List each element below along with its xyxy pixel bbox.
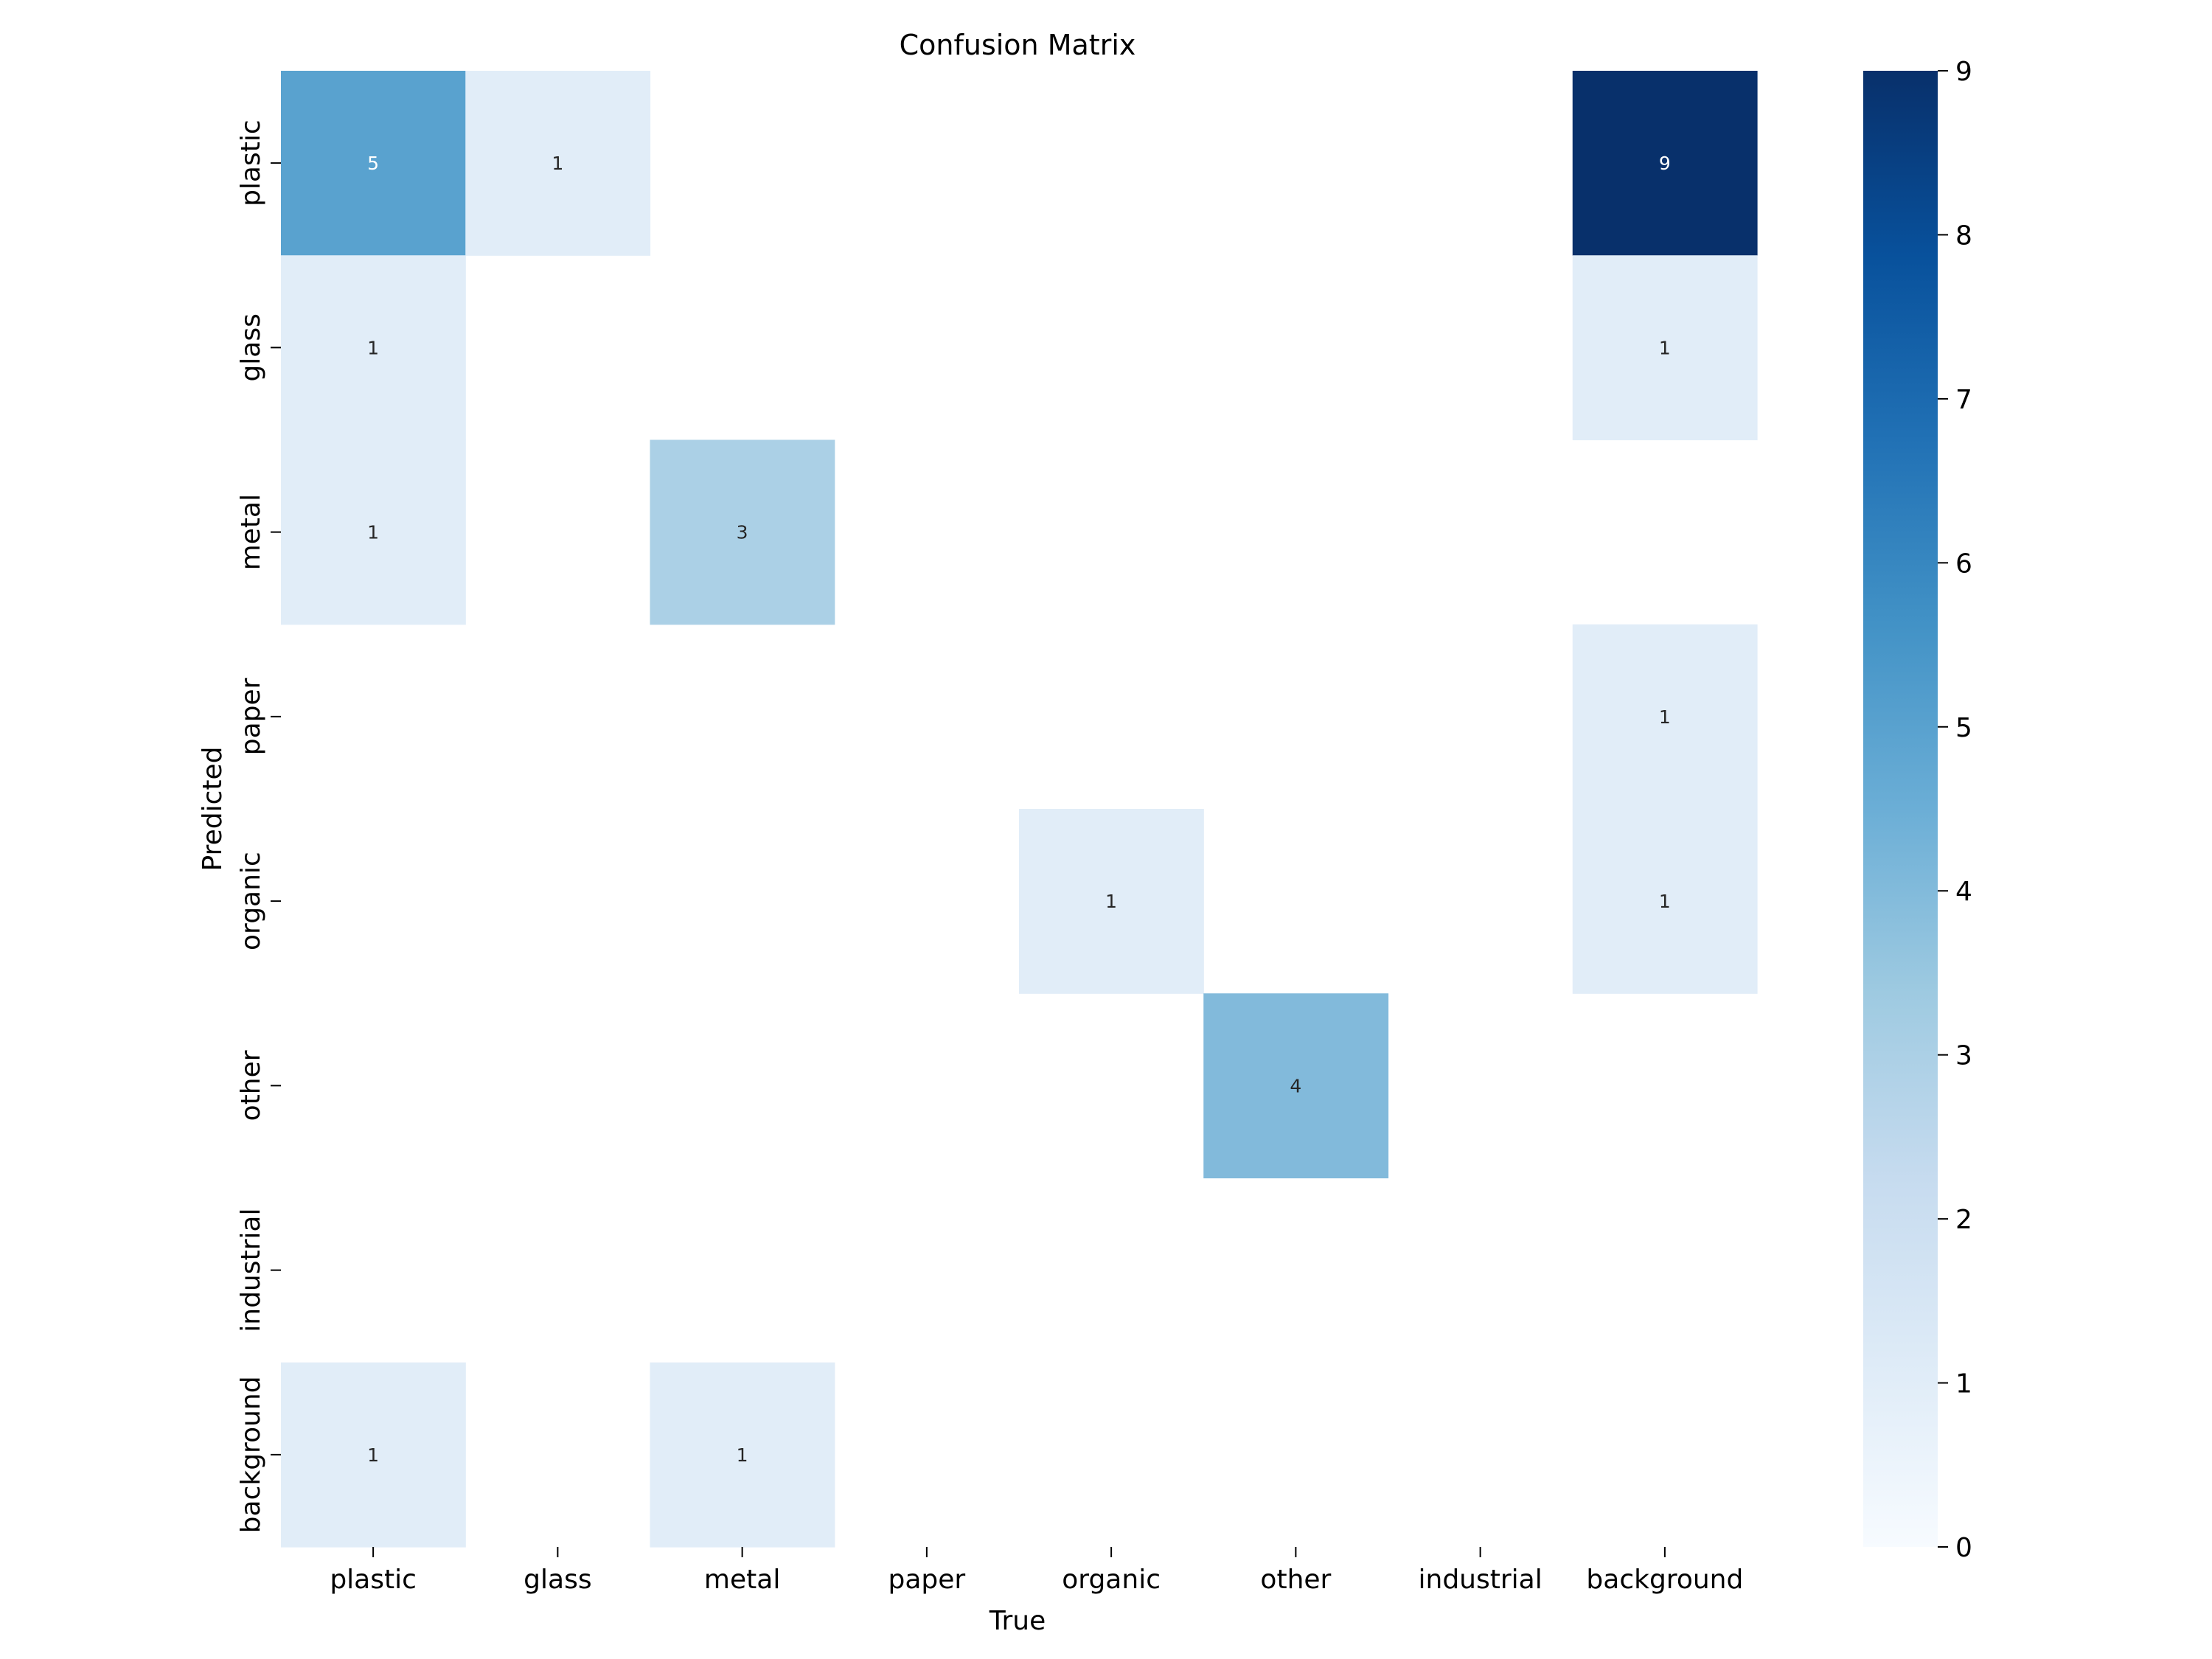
- y-tick-label: organic: [236, 852, 266, 950]
- colorbar-tick-label: 6: [1955, 549, 1972, 579]
- x-axis-label: True: [989, 1606, 1046, 1636]
- x-tick-label: industrial: [1419, 1565, 1543, 1595]
- cell-value-label: 1: [367, 522, 379, 543]
- heatmap-cells: [281, 71, 1758, 1548]
- colorbar-tick-label: 3: [1955, 1041, 1972, 1071]
- y-tick-label: glass: [236, 313, 266, 381]
- heatmap-cell: [1019, 809, 1204, 994]
- y-tick-label: background: [236, 1376, 266, 1533]
- heatmap-cell: [1572, 809, 1758, 994]
- cell-value-label: 1: [367, 337, 379, 358]
- heatmap-cell: [1572, 255, 1758, 441]
- colorbar-tick-label: 9: [1955, 57, 1972, 87]
- y-tick-label: industrial: [236, 1208, 266, 1332]
- cell-value-label: 1: [552, 153, 563, 174]
- y-tick-label: plastic: [236, 119, 266, 206]
- x-tick-label: background: [1586, 1565, 1743, 1595]
- y-axis: plastic glass metal paper organic other indust…: [236, 119, 281, 1533]
- colorbar-tick-label: 5: [1955, 713, 1972, 743]
- heatmap-cell: [650, 439, 835, 625]
- colorbar-tick-label: 7: [1955, 385, 1972, 415]
- heatmap-cell: [1572, 624, 1758, 810]
- colorbar: [1863, 71, 1938, 1547]
- x-tick-label: organic: [1062, 1565, 1161, 1595]
- colorbar-tick-label: 0: [1955, 1533, 1972, 1563]
- y-tick-label: paper: [236, 678, 266, 755]
- cell-value-label: 1: [737, 1444, 748, 1466]
- cell-value-label: 1: [1659, 706, 1671, 728]
- cell-value-label: 1: [1105, 891, 1117, 912]
- colorbar-axis: 0 1 2 3 4 5 6 7 8 9: [1938, 57, 1972, 1563]
- cell-value-label: 4: [1290, 1075, 1301, 1096]
- x-tick-label: plastic: [330, 1565, 417, 1595]
- heatmap-cell: [281, 1362, 466, 1548]
- x-axis: plastic glass metal paper organic other indust…: [330, 1547, 1743, 1595]
- cell-value-label: 1: [367, 1444, 379, 1466]
- colorbar-tick-label: 8: [1955, 220, 1972, 251]
- heatmap-cell: [1572, 71, 1758, 256]
- y-tick-label: other: [236, 1050, 266, 1121]
- cell-value-label: 1: [1659, 891, 1671, 912]
- cell-value-label: 5: [367, 153, 379, 174]
- x-tick-label: other: [1260, 1565, 1331, 1595]
- x-tick-label: paper: [888, 1565, 966, 1595]
- heatmap-cell: [465, 71, 651, 256]
- x-tick-label: glass: [524, 1565, 591, 1595]
- heatmap-cell: [281, 71, 466, 256]
- y-axis-label: Predicted: [198, 747, 228, 872]
- heatmap-cell-labels: 5 1 9 1 1 1 3 1 1 1 4 1 1: [367, 153, 1671, 1466]
- heatmap-cell: [1203, 993, 1389, 1179]
- heatmap-cell: [650, 1362, 835, 1548]
- cell-value-label: 1: [1659, 337, 1671, 358]
- colorbar-tick-label: 2: [1955, 1205, 1972, 1235]
- chart-title: Confusion Matrix: [900, 29, 1136, 61]
- colorbar-tick-label: 4: [1955, 877, 1972, 907]
- colorbar-tick-label: 1: [1955, 1369, 1972, 1399]
- x-tick-label: metal: [704, 1565, 780, 1595]
- cell-value-label: 3: [737, 522, 748, 543]
- heatmap-cell: [281, 255, 466, 441]
- y-tick-label: metal: [236, 494, 266, 570]
- heatmap-cell: [281, 439, 466, 625]
- cell-value-label: 9: [1659, 153, 1671, 174]
